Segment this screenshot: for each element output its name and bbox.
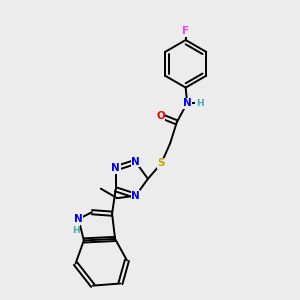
Text: S: S	[158, 158, 165, 168]
Text: N: N	[183, 98, 191, 108]
Text: N: N	[131, 191, 140, 201]
Text: O: O	[156, 111, 165, 121]
Text: N: N	[74, 214, 83, 224]
Text: F: F	[182, 26, 189, 36]
Text: H: H	[72, 226, 79, 235]
Text: N: N	[111, 163, 120, 173]
Text: N: N	[131, 157, 140, 167]
Text: H: H	[196, 98, 203, 107]
